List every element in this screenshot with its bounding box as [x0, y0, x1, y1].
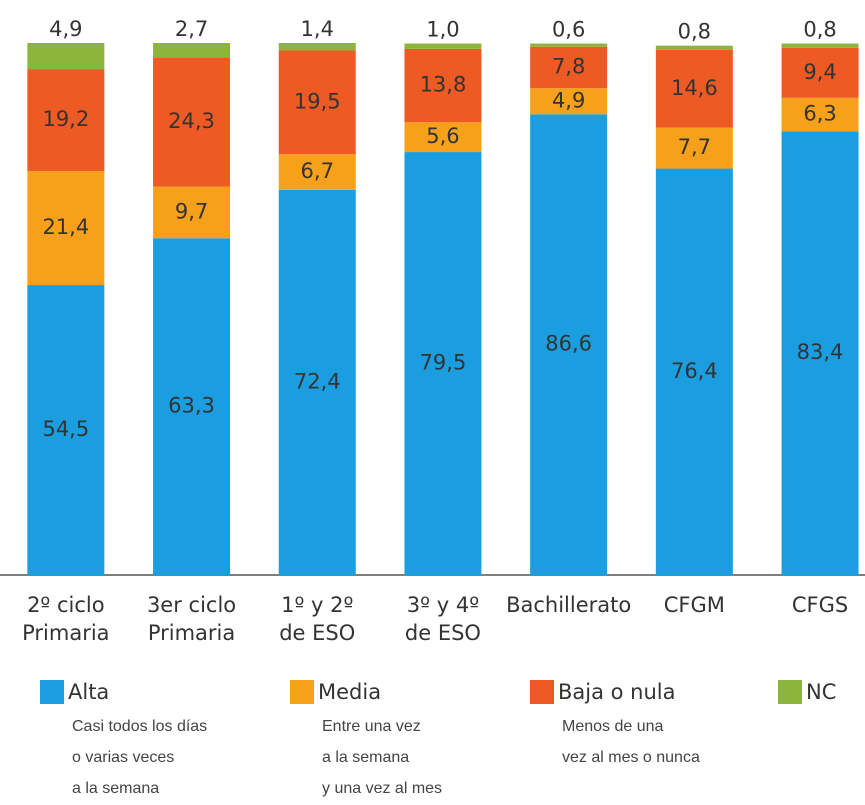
- bar-segment: [153, 43, 231, 58]
- value-label: 21,4: [42, 215, 89, 239]
- value-label: 19,2: [42, 107, 89, 131]
- legend-swatch: [530, 680, 554, 704]
- value-label: 6,7: [301, 159, 334, 183]
- value-label: 86,6: [545, 332, 592, 356]
- x-tick-label: CFGS: [792, 593, 848, 617]
- bar-segment: [404, 122, 482, 153]
- bar-segment: [530, 43, 608, 47]
- bar-segment: [404, 48, 482, 123]
- bar-segment: [404, 152, 482, 575]
- x-tick-label: 3er ciclo: [147, 593, 236, 617]
- value-label: 14,6: [671, 76, 718, 100]
- value-label: 1,4: [301, 17, 334, 41]
- value-label: 9,7: [175, 199, 208, 223]
- value-label: 24,3: [168, 109, 215, 133]
- legend-label: Alta: [68, 680, 109, 704]
- bar-segment: [781, 97, 859, 132]
- legend-swatch: [778, 680, 802, 704]
- bar-segment: [278, 154, 356, 190]
- x-tick-label: 2º ciclo: [27, 593, 105, 617]
- value-label: 6,3: [803, 102, 836, 126]
- value-label: 63,3: [168, 394, 215, 418]
- bar-segment: [278, 189, 356, 575]
- bar-segment: [530, 88, 608, 115]
- bar-segment: [153, 57, 231, 187]
- x-tick-label: 3º y 4º: [407, 593, 479, 617]
- legend-label: Media: [318, 680, 381, 704]
- legend-description: vez al mes o nunca: [562, 749, 700, 766]
- bar-segment: [655, 168, 733, 575]
- legend-description: Casi todos los días: [72, 718, 207, 735]
- bar-segment: [404, 43, 482, 49]
- value-label: 13,8: [420, 73, 467, 97]
- bar-segment: [530, 46, 608, 89]
- value-label: 2,7: [175, 17, 208, 41]
- value-label: 4,9: [552, 88, 585, 112]
- value-label: 19,5: [294, 89, 341, 113]
- bar-segment: [27, 43, 105, 70]
- x-tick-label: Primaria: [148, 621, 235, 645]
- x-tick-label: Bachillerato: [506, 593, 631, 617]
- x-tick-label: de ESO: [279, 621, 355, 645]
- legend-description: o varias veces: [72, 749, 174, 766]
- x-tick-label: Primaria: [22, 621, 109, 645]
- bar-segment: [27, 171, 105, 286]
- legend-swatch: [290, 680, 314, 704]
- legend-description: a la semana: [322, 749, 409, 766]
- bar-segment: [27, 285, 105, 575]
- bar-segment: [153, 238, 231, 575]
- bar-segment: [655, 45, 733, 50]
- legend-description: a la semana: [72, 780, 159, 797]
- value-label: 0,6: [552, 18, 585, 42]
- value-label: 1,0: [426, 18, 459, 42]
- x-tick-label: 1º y 2º: [281, 593, 353, 617]
- value-label: 79,5: [420, 351, 467, 375]
- legend-description: Entre una vez: [322, 718, 421, 735]
- x-tick-label: de ESO: [405, 621, 481, 645]
- value-label: 0,8: [678, 20, 711, 44]
- legend-description: Menos de una: [562, 718, 664, 735]
- value-label: 54,5: [42, 417, 89, 441]
- legend-label: NC: [806, 680, 836, 704]
- legend-swatch: [40, 680, 64, 704]
- bar-segment: [153, 186, 231, 239]
- bar-segment: [655, 49, 733, 128]
- value-label: 9,4: [803, 60, 836, 84]
- bar-segment: [27, 69, 105, 172]
- bar-segment: [655, 127, 733, 169]
- bar-segment: [530, 114, 608, 576]
- x-tick-label: CFGM: [664, 593, 725, 617]
- value-label: 7,8: [552, 54, 585, 78]
- legend-description: y una vez al mes: [322, 780, 442, 797]
- value-label: 5,6: [426, 124, 459, 148]
- value-label: 7,7: [678, 135, 711, 159]
- legend-label: Baja o nula: [558, 680, 676, 704]
- bar-segment: [781, 47, 859, 98]
- bar-segment: [781, 131, 859, 575]
- value-label: 72,4: [294, 369, 341, 393]
- value-label: 76,4: [671, 359, 718, 383]
- bar-segment: [278, 43, 356, 51]
- value-label: 0,8: [803, 18, 836, 42]
- value-label: 83,4: [797, 340, 844, 364]
- value-label: 4,9: [49, 17, 82, 41]
- bar-segment: [278, 50, 356, 155]
- bar-segment: [781, 43, 859, 48]
